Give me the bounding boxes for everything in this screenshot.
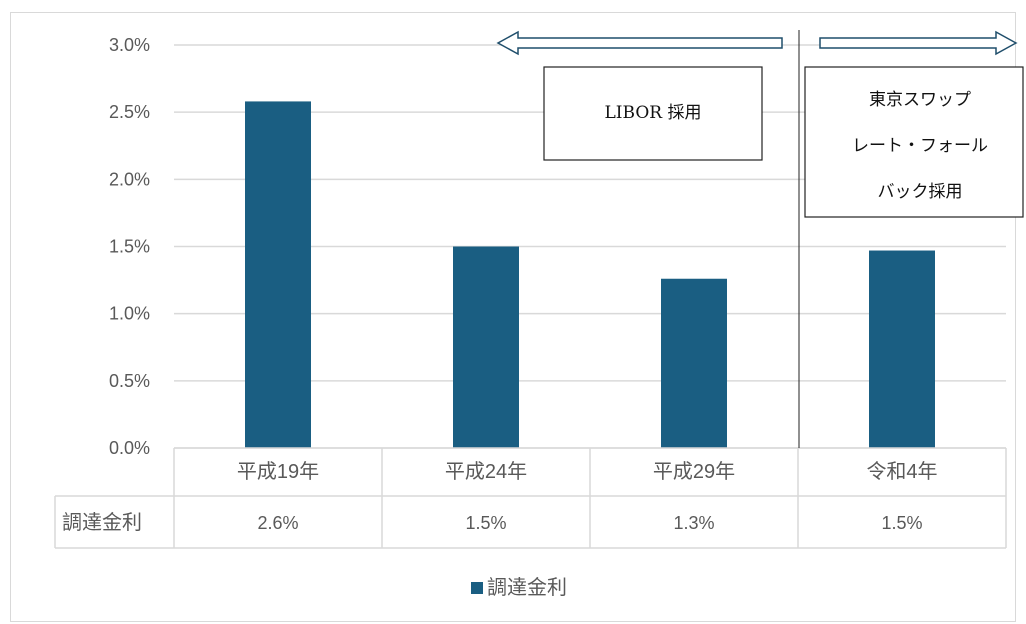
left-arrow-icon [496,30,783,56]
y-tick-label: 1.0% [109,304,150,324]
x-tick-label: 平成19年 [237,460,319,483]
y-tick-label: 2.5% [109,102,150,122]
data-label: 1.5% [881,513,922,533]
x-tick-label: 平成24年 [445,460,527,483]
y-axis-ticks: 0.0% 0.5% 1.0% 1.5% 2.0% 2.5% 3.0% [109,35,150,458]
right-arrow-icon [819,30,1018,56]
tsr-box [804,66,1024,218]
y-tick-label: 2.0% [109,169,150,189]
x-tick-label: 平成29年 [653,460,735,483]
y-tick-label: 0.0% [109,438,150,458]
data-label: 1.5% [465,513,506,533]
tsr-label-line: 東京スワップ [869,90,971,110]
libor-label: LIBOR 採用 [605,103,702,123]
tsr-label-line: バック採用 [878,182,963,202]
data-table: 平成19年 2.6% 平成24年 1.5% 平成29年 1.3% 令和4年 1.5% 調達金利 [54,447,1007,549]
table-row-label: 調達金利 [62,511,142,534]
y-tick-label: 1.5% [109,237,150,257]
libor-box [543,66,763,161]
bar [869,250,935,448]
data-label: 2.6% [257,513,298,533]
bar [453,246,519,448]
bars [245,101,935,449]
legend: 調達金利 [471,576,567,599]
bar [245,101,311,449]
legend-label: 調達金利 [487,576,567,599]
y-tick-label: 3.0% [109,35,150,55]
bar [661,278,727,448]
data-label: 1.3% [673,513,714,533]
y-tick-label: 0.5% [109,371,150,391]
x-tick-label: 令和4年 [866,460,937,483]
tsr-label-line: レート・フォール [852,136,988,156]
legend-swatch [471,582,483,594]
chart-frame [10,12,1016,622]
